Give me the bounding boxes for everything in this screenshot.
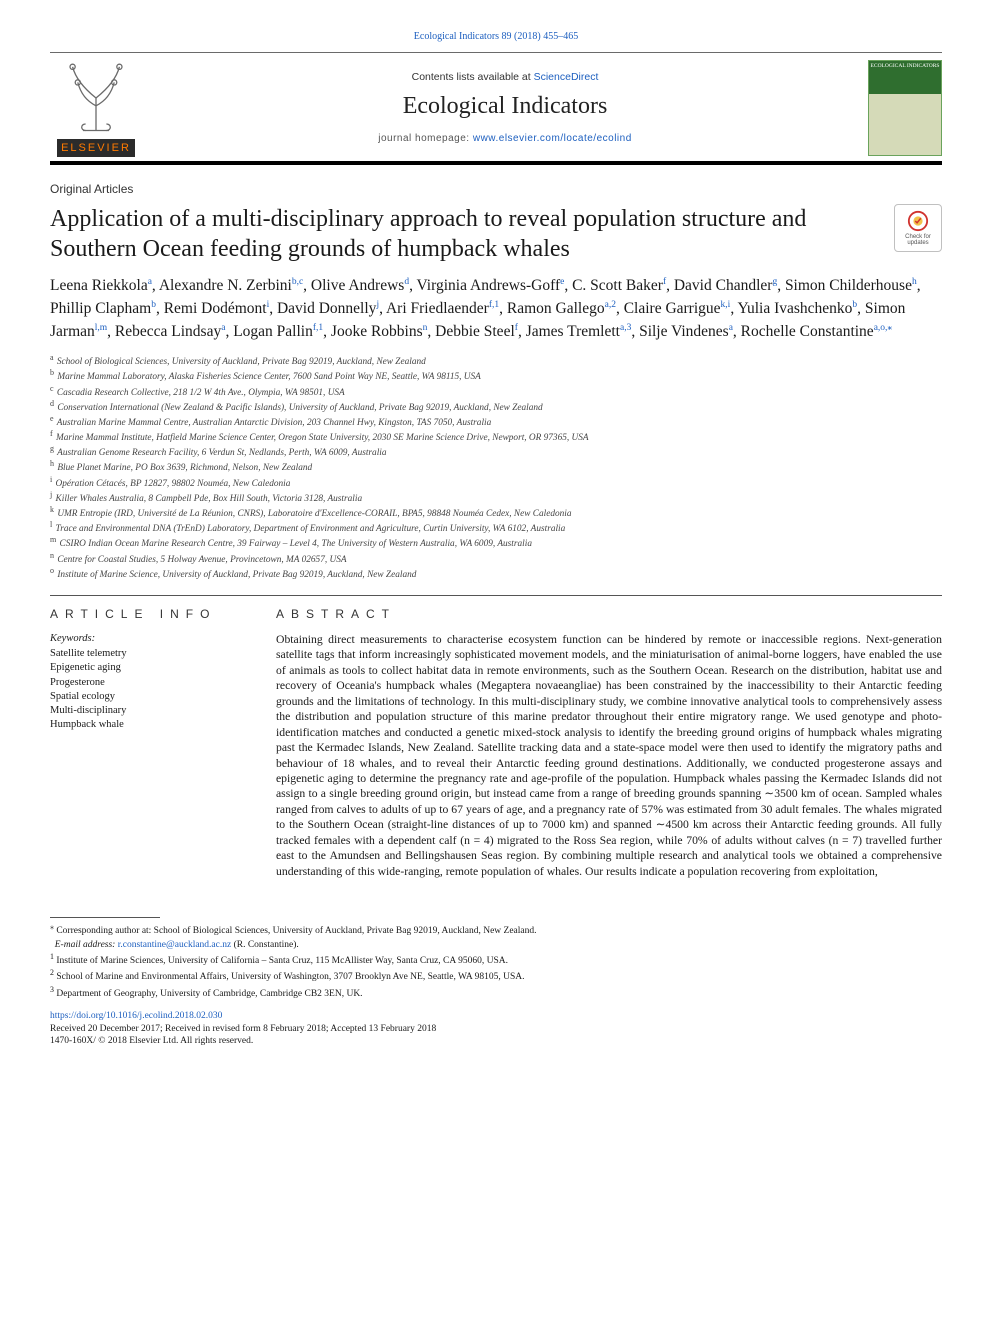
divider-rule: [50, 595, 942, 596]
crossmark-text: Check for updates: [895, 234, 941, 246]
keyword-item: Progesterone: [50, 676, 240, 690]
publisher-logo-block: ELSEVIER: [50, 59, 142, 158]
footnote-1: 1 Institute of Marine Sciences, Universi…: [50, 952, 942, 968]
cover-label: ECOLOGICAL INDICATORS: [871, 64, 940, 70]
masthead-center: Contents lists available at ScienceDirec…: [156, 70, 854, 146]
affiliations: a School of Biological Sciences, Univers…: [50, 353, 942, 581]
affiliation-item: k UMR Entropie (IRD, Université de La Ré…: [50, 505, 942, 520]
affiliation-item: c Cascadia Research Collective, 218 1/2 …: [50, 384, 942, 399]
abstract-column: ABSTRACT Obtaining direct measurements t…: [276, 606, 942, 879]
journal-title: Ecological Indicators: [156, 90, 854, 122]
elsevier-tree-icon: [57, 59, 135, 137]
keyword-item: Epigenetic aging: [50, 661, 240, 675]
email-line: E-mail address: r.constantine@auckland.a…: [50, 939, 942, 951]
footnote-rule: [50, 917, 160, 918]
keyword-item: Spatial ecology: [50, 690, 240, 704]
elsevier-wordmark: ELSEVIER: [57, 139, 135, 158]
received-line: Received 20 December 2017; Received in r…: [50, 1024, 436, 1034]
keywords-label: Keywords:: [50, 632, 240, 646]
affiliation-item: e Australian Marine Mammal Centre, Austr…: [50, 414, 942, 429]
affiliation-item: g Australian Genome Research Facility, 6…: [50, 444, 942, 459]
affiliation-item: d Conservation International (New Zealan…: [50, 399, 942, 414]
homepage-pre: journal homepage:: [378, 133, 473, 144]
doi-link[interactable]: https://doi.org/10.1016/j.ecolind.2018.0…: [50, 1011, 222, 1021]
journal-cover-thumb: ECOLOGICAL INDICATORS: [868, 60, 942, 156]
affiliation-item: a School of Biological Sciences, Univers…: [50, 353, 942, 368]
crossmark-badge[interactable]: Check for updates: [894, 204, 942, 252]
affiliation-item: n Centre for Coastal Studies, 5 Holway A…: [50, 551, 942, 566]
crossmark-icon: [907, 210, 929, 232]
sciencedirect-link[interactable]: ScienceDirect: [534, 71, 599, 83]
keyword-item: Multi-disciplinary: [50, 704, 240, 718]
email-person: (R. Constantine).: [231, 940, 299, 950]
author-list: Leena Riekkolaa, Alexandre N. Zerbinib,c…: [50, 274, 942, 344]
affiliation-item: f Marine Mammal Institute, Hatfield Mari…: [50, 429, 942, 444]
abstract-heading: ABSTRACT: [276, 606, 942, 622]
doi-block: https://doi.org/10.1016/j.ecolind.2018.0…: [50, 1010, 942, 1047]
keyword-item: Humpback whale: [50, 718, 240, 732]
homepage-line: journal homepage: www.elsevier.com/locat…: [156, 132, 854, 146]
affiliation-item: j Killer Whales Australia, 8 Campbell Pd…: [50, 490, 942, 505]
masthead: ELSEVIER Contents lists available at Sci…: [50, 53, 942, 166]
contents-pre: Contents lists available at: [412, 71, 534, 83]
footnote-2: 2 School of Marine and Environmental Aff…: [50, 968, 942, 984]
section-label: Original Articles: [50, 181, 942, 197]
keyword-item: Satellite telemetry: [50, 647, 240, 661]
issn-copyright: 1470-160X/ © 2018 Elsevier Ltd. All righ…: [50, 1036, 253, 1046]
abstract-text: Obtaining direct measurements to charact…: [276, 632, 942, 879]
contents-line: Contents lists available at ScienceDirec…: [156, 70, 854, 84]
affiliation-item: m CSIRO Indian Ocean Marine Research Cen…: [50, 535, 942, 550]
affiliation-item: b Marine Mammal Laboratory, Alaska Fishe…: [50, 368, 942, 383]
corresponding-author-note: ⁎ Corresponding author at: School of Bio…: [50, 922, 942, 938]
article-title: Application of a multi-disciplinary appr…: [50, 204, 878, 264]
footnotes: ⁎ Corresponding author at: School of Bio…: [50, 922, 942, 1000]
affiliation-item: i Opération Cétacés, BP 12827, 98802 Nou…: [50, 475, 942, 490]
running-header: Ecological Indicators 89 (2018) 455–465: [50, 30, 942, 44]
keywords-list: Satellite telemetryEpigenetic agingProge…: [50, 647, 240, 732]
footnote-3: 3 Department of Geography, University of…: [50, 985, 942, 1001]
corr-text: Corresponding author at: School of Biolo…: [56, 926, 536, 936]
article-info-heading: ARTICLE INFO: [50, 606, 240, 622]
article-info-column: ARTICLE INFO Keywords: Satellite telemet…: [50, 606, 240, 879]
email-label: E-mail address:: [55, 940, 118, 950]
homepage-link[interactable]: www.elsevier.com/locate/ecolind: [473, 133, 632, 144]
email-link[interactable]: r.constantine@auckland.ac.nz: [118, 940, 231, 950]
affiliation-item: o Institute of Marine Science, Universit…: [50, 566, 942, 581]
affiliation-item: h Blue Planet Marine, PO Box 3639, Richm…: [50, 459, 942, 474]
affiliation-item: l Trace and Environmental DNA (TrEnD) La…: [50, 520, 942, 535]
